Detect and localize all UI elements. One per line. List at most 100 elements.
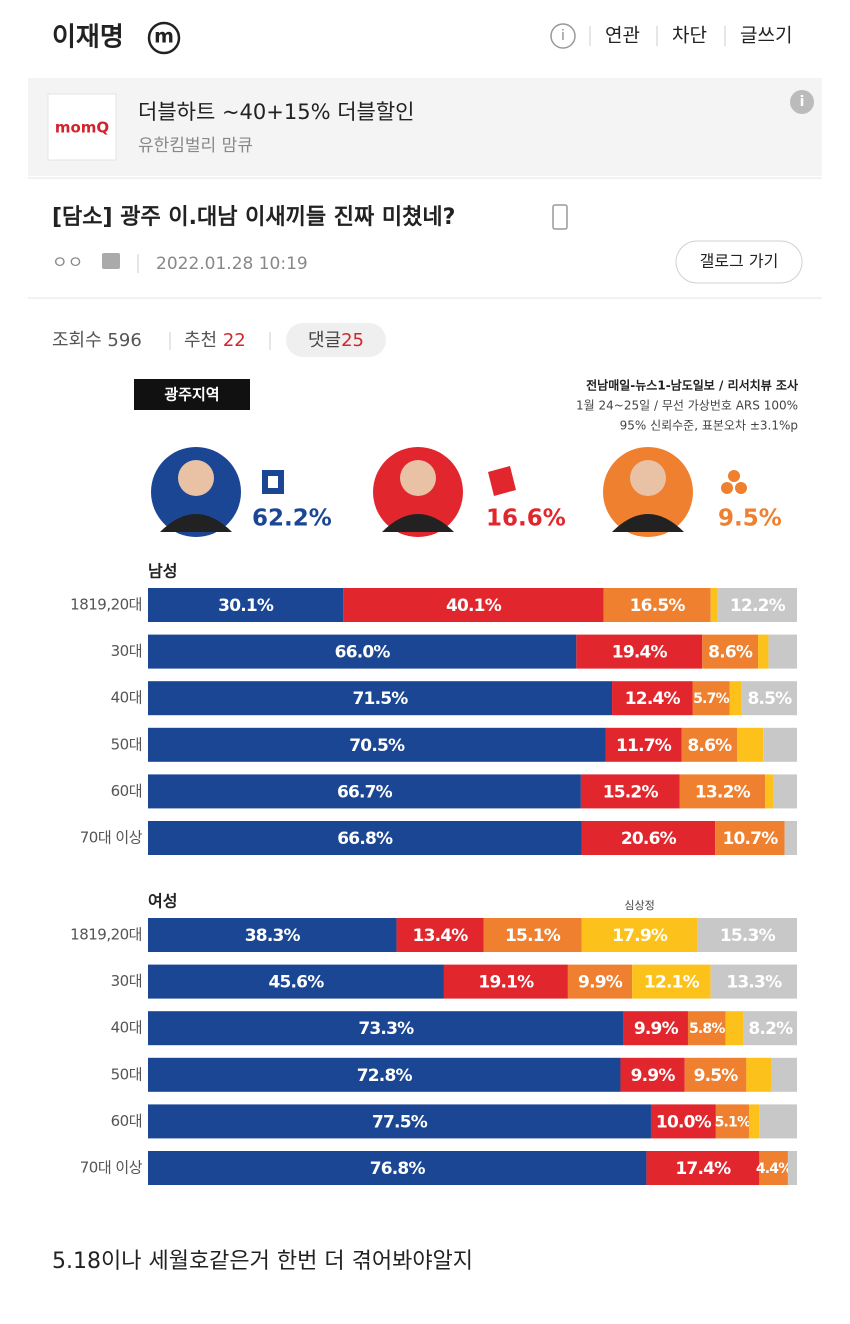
- gallog-button-label[interactable]: 갤로그 가기: [700, 252, 779, 271]
- recommend-count: 22: [223, 330, 246, 351]
- bar-segment: [581, 918, 698, 952]
- bar-segment: [729, 681, 742, 716]
- value-label: 9.9%: [631, 1066, 676, 1086]
- bar-segment: [148, 588, 344, 622]
- ad-brand: momQ: [55, 119, 109, 137]
- suit: [160, 514, 232, 532]
- bar-segment: [710, 964, 797, 999]
- value-label: 73.3%: [358, 1019, 414, 1039]
- category-label: 1819,20대: [70, 926, 142, 944]
- comments-count: 25: [341, 330, 364, 351]
- ad-info-icon[interactable]: [790, 90, 814, 114]
- stats-comments[interactable]: 댓글25: [308, 330, 364, 351]
- category-label: 60대: [111, 782, 142, 800]
- chart-title: 여성: [148, 892, 177, 911]
- bar-segment: [768, 634, 797, 669]
- value-label: 9.9%: [634, 1019, 679, 1039]
- bar-segment: [443, 964, 568, 999]
- author-icon: [102, 253, 120, 269]
- source-line: 전남매일-뉴스1-남도일보 / 리서치뷰 조사: [586, 378, 798, 393]
- category-label: 40대: [111, 1019, 142, 1037]
- ad-subtitle: 유한킴벌리 맘큐: [138, 136, 253, 156]
- bar-segment: [620, 1057, 685, 1092]
- value-label: 8.2%: [748, 1019, 793, 1039]
- value-label: 5.1%: [715, 1114, 751, 1130]
- gallery-title[interactable]: 이재명: [52, 23, 124, 53]
- link-write[interactable]: 글쓰기: [740, 25, 792, 47]
- value-label: 15.3%: [720, 926, 776, 946]
- ad-logo-box: [47, 93, 117, 161]
- views-count: 596: [107, 330, 141, 351]
- bar-segment: [715, 1104, 749, 1139]
- face: [630, 460, 666, 496]
- bar-segment: [717, 588, 797, 622]
- bar-segment: [576, 634, 703, 669]
- link-block[interactable]: 차단: [672, 25, 707, 47]
- bar-segment: [715, 821, 785, 855]
- info-icon-glyph: i: [561, 28, 565, 44]
- bar-segment: [759, 1151, 788, 1185]
- value-label: 15.2%: [603, 782, 659, 802]
- value-label: 12.1%: [644, 973, 700, 993]
- category-label: 70대 이상: [80, 1159, 143, 1177]
- value-label: 9.5%: [694, 1066, 739, 1086]
- chart-title: 남성: [148, 562, 177, 581]
- category-label: 50대: [111, 1065, 142, 1083]
- party-icon: [721, 482, 733, 494]
- bar-segment: [148, 1104, 651, 1139]
- value-label: 15.1%: [505, 926, 561, 946]
- value-label: 38.3%: [245, 926, 301, 946]
- comments-pill[interactable]: [286, 323, 386, 357]
- candidate: 9.5%: [603, 447, 782, 537]
- category-label: 70대 이상: [80, 829, 143, 847]
- bar-segment: [148, 918, 397, 952]
- suit: [612, 514, 684, 532]
- badge: m: [154, 26, 174, 48]
- info-icon[interactable]: [550, 23, 576, 49]
- link-related[interactable]: 연관: [605, 25, 640, 47]
- bar-segment: [581, 821, 716, 855]
- bar-segment: [743, 1011, 797, 1046]
- bar-segment: [148, 634, 577, 669]
- recommend-label: 추천: [184, 330, 217, 351]
- value-label: 66.8%: [337, 829, 393, 849]
- bar-segment: [758, 634, 769, 669]
- bar-segment: [684, 1057, 747, 1092]
- value-label: 8.5%: [747, 689, 792, 709]
- bar-segment: [687, 1011, 726, 1046]
- bar-segment: [759, 1104, 797, 1139]
- bar-segment: [787, 1151, 797, 1185]
- ad-title[interactable]: 더블하트 ~40+15% 더블할인: [138, 100, 415, 124]
- region-badge: [134, 379, 250, 410]
- value-label: 5.8%: [689, 1021, 725, 1037]
- bar-segment: [605, 727, 682, 762]
- bar-segment: [771, 1057, 797, 1092]
- value-label: 5.7%: [693, 691, 729, 707]
- value-label: 20.6%: [621, 829, 677, 849]
- value-label: 13.4%: [413, 926, 469, 946]
- party-icon: [728, 470, 740, 482]
- bar-segment: [612, 681, 693, 716]
- category-label: 50대: [111, 735, 142, 753]
- bar-segment: [603, 588, 711, 622]
- value-label: 13.2%: [695, 782, 751, 802]
- author[interactable]: ㅇㅇ: [52, 253, 83, 273]
- candidate: 16.6%: [373, 447, 566, 537]
- gallog-button[interactable]: [675, 240, 803, 284]
- bar-segment: [623, 1011, 688, 1046]
- bar-segment: [148, 964, 444, 999]
- bar-segment: [148, 1011, 624, 1046]
- value-label: 12.2%: [730, 596, 786, 616]
- value-label: 8.6%: [687, 736, 732, 756]
- bar-segment: [632, 964, 711, 999]
- bar-segment: [580, 774, 680, 809]
- bar-segment: [737, 727, 764, 762]
- value-label: 19.4%: [612, 643, 668, 663]
- value-label: 71.5%: [353, 689, 409, 709]
- ad-box[interactable]: [28, 78, 822, 176]
- value-label: 9.9%: [578, 973, 623, 993]
- annotation: 심상정: [624, 899, 654, 912]
- bar-segment: [148, 727, 606, 762]
- stats-recommend: 추천 22: [184, 330, 246, 351]
